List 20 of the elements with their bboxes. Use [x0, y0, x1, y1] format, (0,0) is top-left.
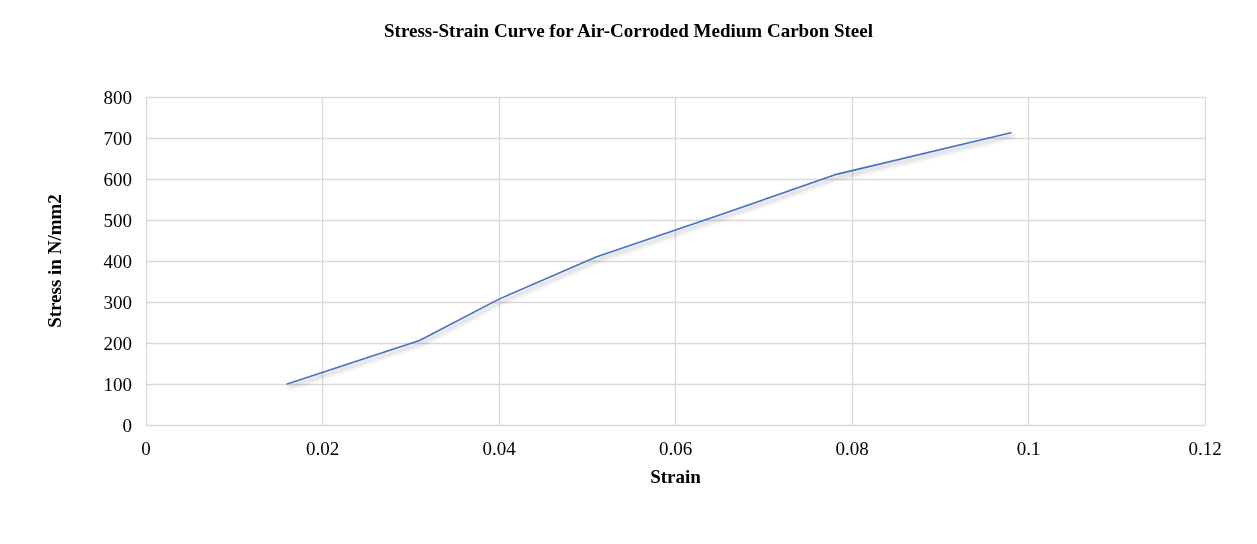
y-axis-title: Stress in N/mm2: [44, 194, 65, 328]
y-tick-label: 400: [103, 250, 132, 272]
x-tick-label: 0.08: [835, 438, 869, 459]
y-tick-label: 500: [103, 209, 132, 231]
x-axis-title: Strain: [650, 466, 702, 487]
y-tick-label: 800: [103, 86, 132, 108]
x-tick-label: 0.1: [1016, 438, 1041, 459]
x-tick-label: 0.04: [482, 438, 517, 459]
x-tick-label: 0.02: [305, 438, 340, 459]
y-tick-label: 700: [103, 127, 132, 149]
y-tick-label: 0: [122, 414, 132, 436]
chart-title: Stress-Strain Curve for Air-Corroded Medium Carbon Steel: [383, 20, 874, 41]
y-tick-label: 100: [103, 373, 132, 395]
y-tick-label: 300: [103, 291, 132, 313]
x-tick-label: 0.12: [1188, 438, 1222, 459]
y-tick-label: 200: [103, 332, 132, 354]
line-series: [286, 131, 1012, 385]
y-tick-label: 600: [103, 168, 132, 190]
x-tick-label: 0: [141, 438, 151, 459]
x-tick-label: 0.06: [658, 438, 693, 459]
